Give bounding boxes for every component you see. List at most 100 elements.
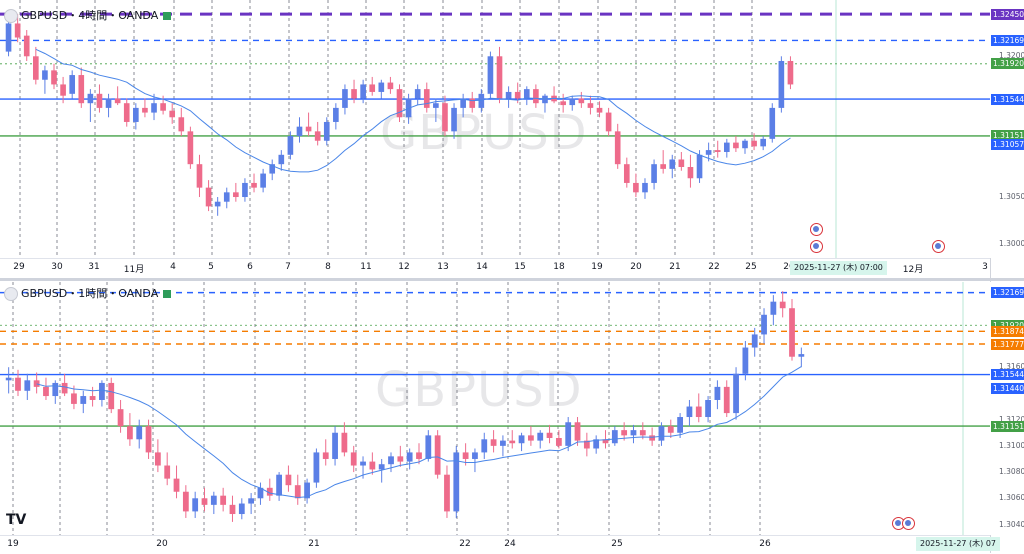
candle-body bbox=[533, 89, 539, 104]
time-axis-tick: 25 bbox=[745, 262, 757, 272]
time-axis-tick: 11月 bbox=[123, 265, 145, 275]
candle-body bbox=[182, 491, 189, 512]
candle-body bbox=[789, 308, 795, 357]
candle-body bbox=[651, 164, 657, 183]
candle-body bbox=[505, 91, 512, 99]
time-axis-tick: 20 bbox=[156, 539, 168, 549]
candle-body bbox=[669, 159, 676, 169]
candle-body bbox=[596, 107, 603, 113]
candle-body bbox=[546, 432, 553, 438]
candle-body bbox=[80, 396, 87, 404]
candle-body bbox=[770, 301, 777, 315]
candle-body bbox=[214, 201, 221, 207]
candle-body bbox=[639, 430, 646, 436]
pane-divider[interactable] bbox=[0, 278, 1024, 281]
time-axis-tick: 15 bbox=[514, 262, 526, 272]
time-axis-tick: 21 bbox=[669, 262, 681, 272]
candle-body bbox=[108, 382, 115, 410]
candle-body bbox=[602, 439, 609, 444]
candle-body bbox=[229, 504, 236, 515]
candle-body bbox=[423, 89, 430, 108]
candle-body bbox=[696, 154, 703, 179]
candle-body bbox=[760, 138, 766, 147]
candle-body bbox=[642, 182, 648, 193]
candle-body bbox=[266, 487, 273, 496]
candle-body bbox=[660, 164, 666, 169]
candle-body bbox=[621, 430, 628, 436]
candle-body bbox=[33, 380, 40, 387]
candle-body bbox=[251, 182, 257, 188]
tradingview-logo[interactable]: TV bbox=[6, 512, 27, 528]
candle-body bbox=[117, 409, 124, 427]
chart-pane-1h[interactable]: GBPUSD GBPUSD・1時間・OANDA bbox=[0, 282, 1024, 535]
candle-body bbox=[578, 98, 585, 104]
price-tag: 1.31874 bbox=[991, 325, 1024, 337]
candle-body bbox=[733, 373, 739, 414]
candle-body bbox=[5, 377, 12, 381]
price-axis-tick: 1.30400 bbox=[999, 519, 1024, 529]
candle-body bbox=[5, 23, 12, 52]
candle-body bbox=[472, 452, 478, 459]
chart-pane-4h[interactable]: GBPUSD GBPUSD・4時間・OANDA bbox=[0, 0, 1024, 258]
candle-body bbox=[695, 406, 702, 418]
time-axis-tick: 29 bbox=[13, 262, 25, 272]
candle-body bbox=[514, 91, 521, 99]
moving-average-line bbox=[36, 366, 802, 499]
candle-body bbox=[406, 452, 413, 462]
time-axis-tick: 11 bbox=[360, 262, 372, 272]
candle-body bbox=[574, 422, 581, 441]
candle-body bbox=[416, 452, 422, 459]
time-axis-tick: 19 bbox=[591, 262, 603, 272]
candle-body bbox=[751, 334, 758, 348]
candle-body bbox=[569, 98, 576, 106]
candle-body bbox=[96, 93, 103, 108]
chart-header[interactable]: GBPUSD・4時間・OANDA bbox=[4, 7, 172, 23]
candle-body bbox=[360, 461, 366, 466]
candle-body bbox=[751, 140, 757, 147]
time-axis-4h[interactable]: 29 30 31 11月 4 5 6 7 8 11 12 13 14 15 18 19 20 21 22 25 26 12… bbox=[0, 258, 990, 277]
candle-body bbox=[633, 182, 639, 193]
candle-body bbox=[705, 150, 712, 155]
candle-body bbox=[442, 103, 448, 132]
candle-body bbox=[71, 393, 77, 404]
candle-body bbox=[351, 89, 357, 99]
candle-body bbox=[542, 95, 548, 104]
candle-body bbox=[136, 426, 143, 440]
chart-header[interactable]: GBPUSD・1時間・OANDA bbox=[4, 285, 172, 301]
economic-event-icon bbox=[902, 517, 915, 530]
candle-body bbox=[742, 140, 748, 149]
candle-body bbox=[387, 82, 394, 90]
time-axis-tick: 21 bbox=[308, 539, 320, 549]
candle-body bbox=[397, 456, 404, 462]
chart-canvas-4h[interactable] bbox=[0, 0, 1024, 258]
candle-body bbox=[257, 487, 264, 499]
candle-body bbox=[779, 301, 786, 309]
time-axis-tick: 5 bbox=[208, 262, 214, 272]
time-axis-tick: 26 bbox=[759, 539, 771, 549]
candle-body bbox=[686, 406, 693, 418]
candle-body bbox=[378, 82, 385, 92]
time-axis-tick: 18 bbox=[553, 262, 565, 272]
candle-body bbox=[496, 56, 503, 99]
candle-body bbox=[714, 150, 721, 152]
candle-body bbox=[677, 417, 683, 433]
candle-body bbox=[43, 386, 49, 397]
candle-body bbox=[761, 314, 767, 335]
crosshair-date-label: 2025-11-27 (木) 07:00 bbox=[790, 261, 887, 275]
candle-body bbox=[518, 435, 525, 444]
candle-body bbox=[658, 426, 665, 441]
time-axis-1h[interactable]: 19 20 21 22 24 25 26 bbox=[0, 535, 990, 554]
candle-body bbox=[278, 154, 285, 165]
candle-body bbox=[322, 452, 329, 459]
chart-canvas-1h[interactable] bbox=[0, 282, 1024, 535]
candle-body bbox=[649, 435, 656, 441]
candle-body bbox=[583, 440, 590, 449]
candle-body bbox=[60, 84, 66, 96]
candle-body bbox=[154, 452, 161, 466]
price-tag: 1.31440 bbox=[991, 382, 1024, 394]
candle-body bbox=[233, 192, 239, 198]
candle-body bbox=[24, 380, 31, 391]
time-axis-tick: 31 bbox=[88, 262, 100, 272]
time-axis-tick: 24 bbox=[504, 539, 516, 549]
candle-body bbox=[42, 70, 48, 80]
